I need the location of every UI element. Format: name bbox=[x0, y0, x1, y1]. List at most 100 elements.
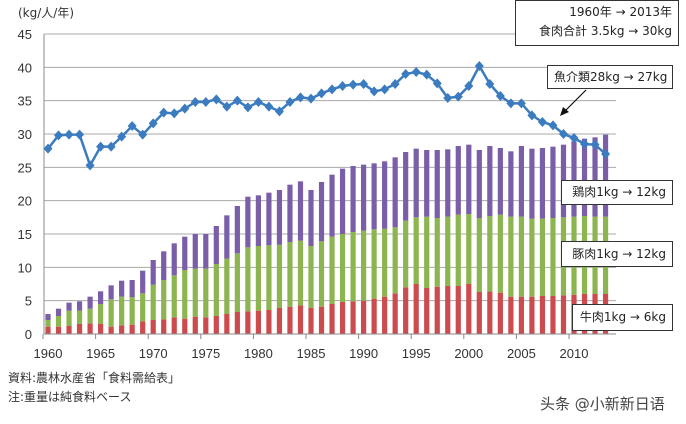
bar-chicken-1973 bbox=[182, 236, 188, 270]
bar-pork-1960 bbox=[45, 320, 51, 327]
marker-fish-1992 bbox=[380, 84, 390, 95]
bar-beef-1962 bbox=[66, 326, 72, 334]
marker-fish-1981 bbox=[264, 101, 274, 112]
bar-beef-1992 bbox=[382, 296, 388, 334]
bar-chicken-2012 bbox=[592, 137, 598, 217]
marker-fish-2013 bbox=[601, 149, 611, 159]
bar-beef-1999 bbox=[455, 286, 461, 334]
marker-fish-1998 bbox=[443, 93, 453, 103]
marker-fish-1961 bbox=[54, 130, 64, 141]
bar-pork-1988 bbox=[339, 234, 346, 302]
marker-fish-2011 bbox=[580, 139, 590, 149]
bar-pork-1975 bbox=[203, 268, 209, 318]
bar-beef-1995 bbox=[413, 284, 419, 334]
bar-chicken-2002 bbox=[487, 146, 493, 216]
marker-fish-1979 bbox=[243, 102, 253, 113]
y-tick-label: 40 bbox=[18, 60, 32, 75]
bar-beef-2008 bbox=[550, 296, 556, 334]
bar-chicken-1965 bbox=[98, 291, 104, 304]
bar-pork-2002 bbox=[487, 216, 493, 292]
bar-chicken-1986 bbox=[318, 182, 325, 242]
bar-beef-1983 bbox=[287, 306, 293, 334]
bar-chicken-1990 bbox=[361, 164, 367, 231]
bar-pork-1982 bbox=[276, 244, 283, 308]
marker-fish-1999 bbox=[453, 91, 463, 102]
bar-pork-1980 bbox=[255, 246, 261, 311]
y-tick-label: 10 bbox=[18, 260, 32, 275]
bar-pork-1977 bbox=[224, 258, 230, 314]
x-tick-label: 1990 bbox=[349, 346, 378, 361]
bar-beef-1976 bbox=[213, 316, 219, 334]
bar-pork-1996 bbox=[424, 216, 430, 288]
marker-fish-1991 bbox=[369, 86, 379, 97]
bar-beef-1969 bbox=[140, 321, 146, 334]
marker-fish-1986 bbox=[317, 88, 327, 99]
bar-pork-2000 bbox=[466, 214, 472, 284]
marker-fish-2009 bbox=[558, 129, 568, 139]
bar-chicken-2011 bbox=[581, 138, 588, 216]
bar-beef-2005 bbox=[518, 296, 524, 334]
bar-pork-2001 bbox=[476, 218, 482, 292]
bar-beef-1994 bbox=[403, 287, 409, 334]
bar-pork-1983 bbox=[287, 242, 293, 307]
bar-pork-2003 bbox=[497, 214, 503, 293]
bar-pork-1968 bbox=[129, 297, 135, 325]
bar-beef-1982 bbox=[276, 308, 283, 334]
bar-beef-1981 bbox=[266, 310, 272, 334]
bar-pork-1961 bbox=[55, 316, 62, 327]
bar-chicken-2006 bbox=[529, 148, 535, 219]
bar-chicken-1992 bbox=[382, 161, 388, 229]
marker-fish-2008 bbox=[548, 120, 558, 131]
bar-chicken-2008 bbox=[550, 146, 556, 218]
y-tick-label: 5 bbox=[25, 294, 32, 309]
bar-pork-1991 bbox=[371, 229, 377, 299]
y-tick-label: 15 bbox=[18, 227, 32, 242]
y-tick-label: 45 bbox=[18, 27, 32, 42]
marker-fish-2002 bbox=[485, 79, 495, 89]
bar-pork-2008 bbox=[550, 218, 556, 296]
bar-chicken-1971 bbox=[161, 251, 167, 280]
bar-chicken-1983 bbox=[287, 184, 293, 242]
bar-chicken-2010 bbox=[571, 141, 577, 217]
marker-fish-1963 bbox=[75, 129, 85, 140]
marker-fish-1971 bbox=[159, 107, 169, 118]
marker-fish-1972 bbox=[169, 108, 179, 119]
bar-chicken-1969 bbox=[140, 270, 146, 294]
bar-beef-1993 bbox=[392, 293, 398, 334]
y-tick-label: 20 bbox=[18, 194, 32, 209]
bar-beef-1965 bbox=[98, 324, 104, 334]
bar-beef-2003 bbox=[497, 292, 503, 334]
x-tick-label: 2000 bbox=[454, 346, 483, 361]
y-tick-label: 25 bbox=[18, 160, 32, 175]
marker-fish-1973 bbox=[180, 103, 190, 114]
bar-beef-1997 bbox=[434, 286, 440, 334]
marker-fish-2006 bbox=[527, 110, 537, 121]
bar-chicken-1999 bbox=[455, 146, 461, 215]
marker-fish-2005 bbox=[516, 98, 526, 109]
bar-beef-1979 bbox=[245, 311, 251, 334]
bar-chicken-1991 bbox=[371, 163, 377, 230]
bar-chicken-1977 bbox=[224, 215, 230, 259]
marker-fish-1994 bbox=[401, 69, 411, 79]
bar-chicken-2001 bbox=[476, 150, 482, 218]
bar-beef-1989 bbox=[350, 301, 356, 334]
marker-fish-1993 bbox=[390, 79, 400, 89]
bar-pork-1979 bbox=[245, 247, 251, 312]
marker-fish-1990 bbox=[359, 79, 369, 89]
bar-beef-2007 bbox=[539, 296, 546, 334]
bar-pork-1990 bbox=[361, 230, 367, 301]
marker-fish-2003 bbox=[495, 91, 505, 101]
bar-chicken-1994 bbox=[403, 152, 409, 221]
marker-fish-1996 bbox=[422, 69, 432, 80]
bar-chicken-1966 bbox=[108, 285, 114, 300]
bar-chicken-1980 bbox=[255, 195, 261, 246]
bar-beef-1984 bbox=[297, 305, 304, 334]
bar-beef-1964 bbox=[87, 323, 93, 334]
bar-chicken-1984 bbox=[297, 181, 304, 241]
bar-chicken-1998 bbox=[445, 149, 451, 217]
y-tick-label: 35 bbox=[18, 94, 32, 109]
bar-chicken-1995 bbox=[413, 148, 419, 218]
marker-fish-1977 bbox=[222, 101, 232, 112]
bar-pork-2006 bbox=[529, 218, 535, 297]
